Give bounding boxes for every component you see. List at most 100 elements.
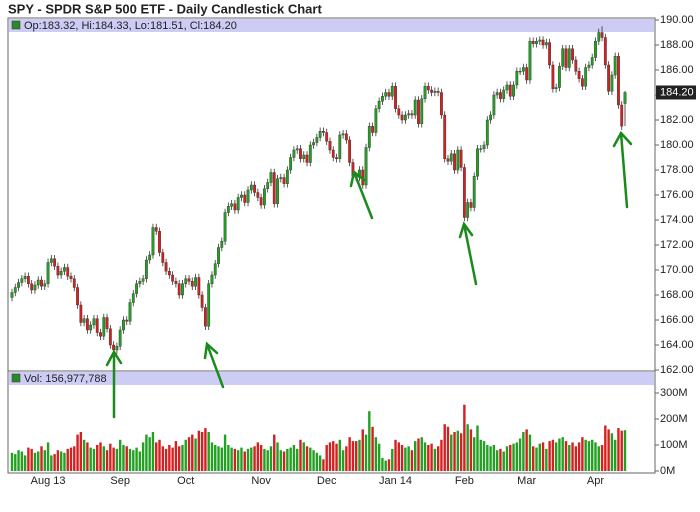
volume-bar	[246, 448, 250, 471]
candle-body	[243, 194, 247, 203]
volume-bar	[361, 429, 364, 471]
volume-bar	[351, 441, 355, 471]
volume-bar	[381, 458, 384, 471]
volume-bar	[17, 450, 20, 471]
volume-bar	[191, 434, 194, 471]
candle-body	[282, 177, 286, 184]
candle-body	[338, 134, 342, 159]
candle-body	[407, 113, 411, 116]
candle-body	[394, 86, 397, 109]
candle-body	[59, 271, 63, 276]
candle-body	[485, 119, 489, 146]
volume-bar	[132, 450, 135, 471]
y-tick-label: 190.00	[660, 14, 694, 26]
volume-bar	[66, 448, 69, 471]
candle-body	[305, 154, 309, 163]
volume-bar	[125, 446, 128, 471]
volume-bar	[420, 437, 423, 471]
candle-body	[413, 99, 417, 116]
candle-body	[171, 274, 175, 282]
candle-body	[292, 149, 296, 158]
candle-body	[449, 153, 453, 162]
candle-body	[505, 84, 509, 91]
y2-tick-label: 0M	[660, 465, 675, 477]
candle-body	[502, 89, 506, 99]
candle-body	[446, 158, 450, 162]
volume-bar	[414, 441, 417, 471]
volume-bar	[194, 438, 197, 471]
candle-body	[577, 71, 581, 79]
volume-bar	[466, 424, 469, 471]
volume-bar	[187, 437, 191, 471]
volume-bar	[204, 428, 207, 471]
volume-bar	[387, 459, 391, 471]
volume-bar	[620, 430, 623, 471]
candle-body	[479, 148, 483, 150]
volume-bar	[613, 439, 617, 471]
candle-body	[79, 304, 83, 323]
volume-bar	[210, 442, 214, 471]
arrow	[203, 341, 225, 389]
y-tick-label: 172.00	[660, 239, 694, 251]
volume-bar	[23, 455, 27, 471]
volume-bar	[37, 451, 40, 471]
volume-bar	[469, 429, 473, 471]
candle-body	[456, 149, 460, 171]
volume-bar	[233, 448, 237, 471]
volume-bar	[391, 448, 394, 471]
candle-body	[145, 259, 148, 279]
volume-bar	[440, 439, 443, 471]
candle-body	[69, 276, 73, 279]
volume-bar	[574, 446, 578, 471]
candle-body	[325, 132, 329, 142]
marks	[10, 26, 627, 471]
volume-bar	[456, 430, 460, 471]
candle-body	[167, 271, 171, 276]
volume-bar	[541, 442, 545, 471]
volume-bar	[594, 442, 597, 471]
volume-bar	[73, 446, 76, 471]
candle-body	[384, 92, 388, 97]
volume-bar	[436, 446, 440, 471]
volume-bar	[59, 451, 63, 471]
x-tick-label: Jan 14	[379, 475, 412, 487]
candle-body	[95, 318, 99, 333]
candle-body	[253, 184, 256, 193]
volume-bar	[600, 445, 604, 471]
candle-body	[374, 108, 378, 133]
candle-body	[148, 254, 152, 261]
candle-body	[40, 279, 43, 287]
y-tick-label: 182.00	[660, 114, 694, 126]
candle-body	[204, 307, 207, 327]
candle-body	[620, 104, 624, 127]
candle-body	[108, 328, 112, 346]
info-text: Op:183.32, Hi:184.33, Lo:181.51, Cl:184.…	[24, 20, 237, 32]
candle-body	[544, 42, 548, 46]
volume-bar	[545, 448, 548, 471]
candle-body	[285, 169, 289, 184]
candle-body	[558, 66, 561, 88]
x-tick-label: Mar	[517, 475, 536, 487]
candle-body	[122, 319, 125, 331]
volume-bar	[168, 445, 171, 471]
candle-body	[197, 277, 201, 296]
candle-body	[299, 148, 302, 159]
volume-bar	[27, 447, 30, 471]
candle-body	[426, 86, 430, 91]
candle-body	[440, 92, 443, 116]
volume-bar	[263, 448, 266, 471]
candle-body	[49, 258, 53, 263]
last-price-box	[656, 85, 696, 100]
volume-bar	[276, 442, 279, 471]
candle-body	[597, 32, 601, 42]
chart-title: SPY - SPDR S&P 500 ETF - Daily Candlesti…	[8, 1, 322, 16]
candle-body	[623, 92, 627, 104]
volume-bar	[591, 439, 594, 471]
candle-body	[495, 92, 499, 96]
volume-bar	[164, 448, 168, 471]
candle-body	[105, 317, 109, 329]
candle-body	[125, 319, 129, 322]
candle-body	[220, 241, 224, 248]
volume-bar	[155, 442, 158, 471]
volume-bar	[453, 432, 456, 471]
